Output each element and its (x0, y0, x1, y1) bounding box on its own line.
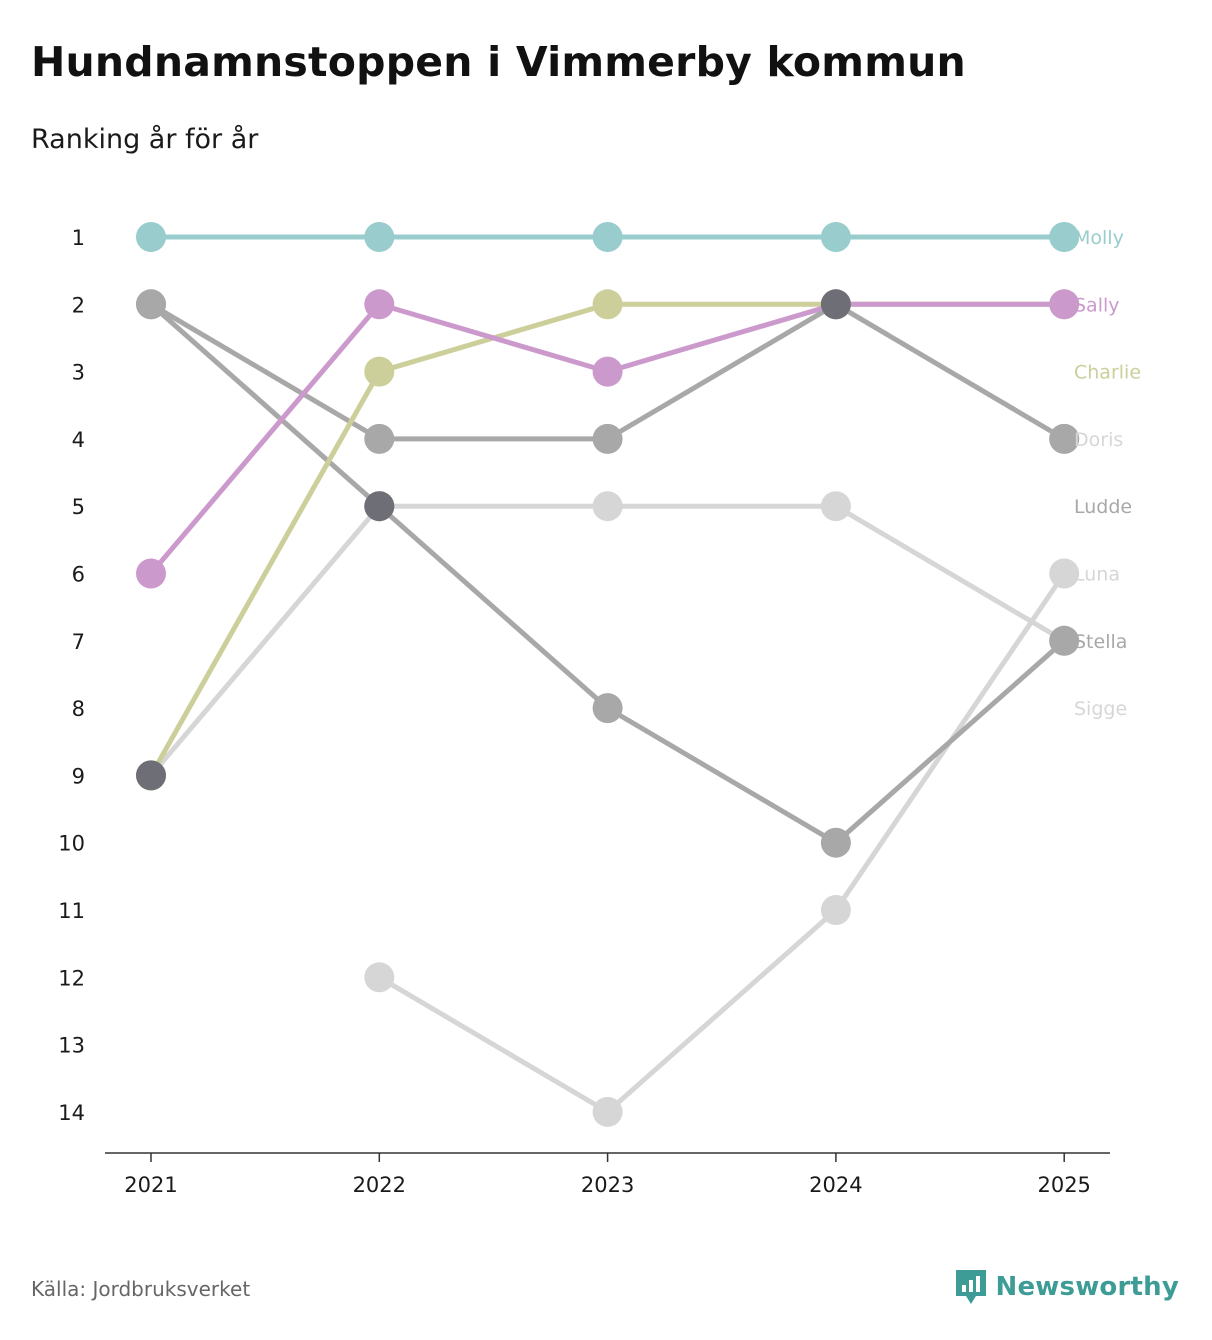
y-tick-label-13: 13 (58, 1034, 85, 1058)
x-tick-label-2025: 2025 (1037, 1173, 1090, 1197)
y-tick-label-7: 7 (72, 630, 85, 654)
series-labels: Molly Sally Charlie Doris Ludde Luna Stella Sig… (1074, 227, 1141, 720)
y-tick-label-3: 3 (72, 361, 85, 385)
chart-title: Hundnamnstoppen i Vimmerby kommun (31, 38, 966, 86)
chart-subtitle: Ranking år för år (31, 124, 259, 155)
series-label-sigge: Sigge (1074, 698, 1127, 720)
series-points (136, 222, 1080, 1127)
point-sally-2025[interactable] (1049, 289, 1080, 320)
series-label-stella: Stella (1074, 631, 1127, 653)
y-tick-label-12: 12 (58, 966, 85, 990)
point-molly-2023[interactable] (592, 222, 623, 252)
point-stella-2025[interactable] (1049, 625, 1080, 656)
point-sigge-2023[interactable] (592, 1096, 623, 1127)
y-tick-label-9: 9 (72, 764, 85, 788)
point-sigge-2024[interactable] (820, 895, 851, 925)
y-tick-label-6: 6 (72, 563, 85, 587)
point-molly-2024[interactable] (820, 222, 851, 252)
x-axis: 2021 2022 2023 2024 2025 (105, 1152, 1110, 1197)
point-molly-2021[interactable] (136, 222, 166, 252)
newsworthy-logo-icon (955, 1270, 986, 1304)
y-tick-label-1: 1 (72, 226, 85, 250)
y-tick-label-14: 14 (58, 1101, 85, 1125)
x-tick-label-2024: 2024 (809, 1173, 862, 1197)
y-tick-label-5: 5 (72, 495, 85, 519)
series-label-charlie: Charlie (1074, 362, 1141, 384)
y-tick-label-4: 4 (72, 428, 85, 452)
y-tick-label-10: 10 (58, 832, 85, 856)
point-luna-2023[interactable] (592, 491, 623, 522)
source-note: Källa: Jordbruksverket (31, 1277, 251, 1301)
series-label-sally: Sally (1074, 294, 1120, 316)
y-tick-label-2: 2 (72, 293, 85, 317)
point-molly-2025[interactable] (1049, 222, 1080, 252)
point-molly-2022[interactable] (364, 222, 395, 252)
highlight-point-2021-rank-9[interactable] (136, 760, 166, 791)
series-label-doris: Doris (1074, 429, 1123, 451)
series-label-luna: Luna (1074, 564, 1120, 586)
point-charlie-2022[interactable] (364, 356, 395, 387)
x-tick-label-2021: 2021 (124, 1173, 177, 1197)
highlight-point-2022-rank-5[interactable] (364, 491, 395, 522)
point-ludde-2025[interactable] (1049, 423, 1080, 454)
line-sigge (376, 571, 1067, 1115)
point-stella-2024[interactable] (820, 827, 851, 858)
x-tick-label-2022: 2022 (353, 1173, 406, 1197)
point-ludde-2022[interactable] (364, 423, 395, 454)
brand-logo[interactable]: Newsworthy (954, 1268, 1179, 1306)
series-label-molly: Molly (1074, 227, 1124, 249)
point-luna-2024[interactable] (820, 491, 851, 522)
point-sigge-2022[interactable] (364, 962, 395, 993)
line-luna (148, 503, 1067, 778)
point-stella-2023[interactable] (592, 693, 623, 724)
point-sigge-2025[interactable] (1049, 558, 1080, 589)
point-charlie-2023[interactable] (592, 289, 623, 320)
point-sally-2021[interactable] (136, 558, 166, 589)
x-tick-label-2023: 2023 (581, 1173, 634, 1197)
y-tick-label-11: 11 (58, 899, 85, 923)
point-sally-2023[interactable] (592, 356, 623, 387)
y-tick-label-8: 8 (72, 697, 85, 721)
series-label-ludde: Ludde (1074, 496, 1132, 518)
brand-name: Newsworthy (995, 1272, 1179, 1302)
point-ludde-2023[interactable] (592, 423, 623, 454)
point-ludde-2021[interactable] (136, 289, 166, 320)
highlight-point-2024-rank-2[interactable] (820, 289, 851, 320)
point-sally-2022[interactable] (364, 289, 395, 320)
